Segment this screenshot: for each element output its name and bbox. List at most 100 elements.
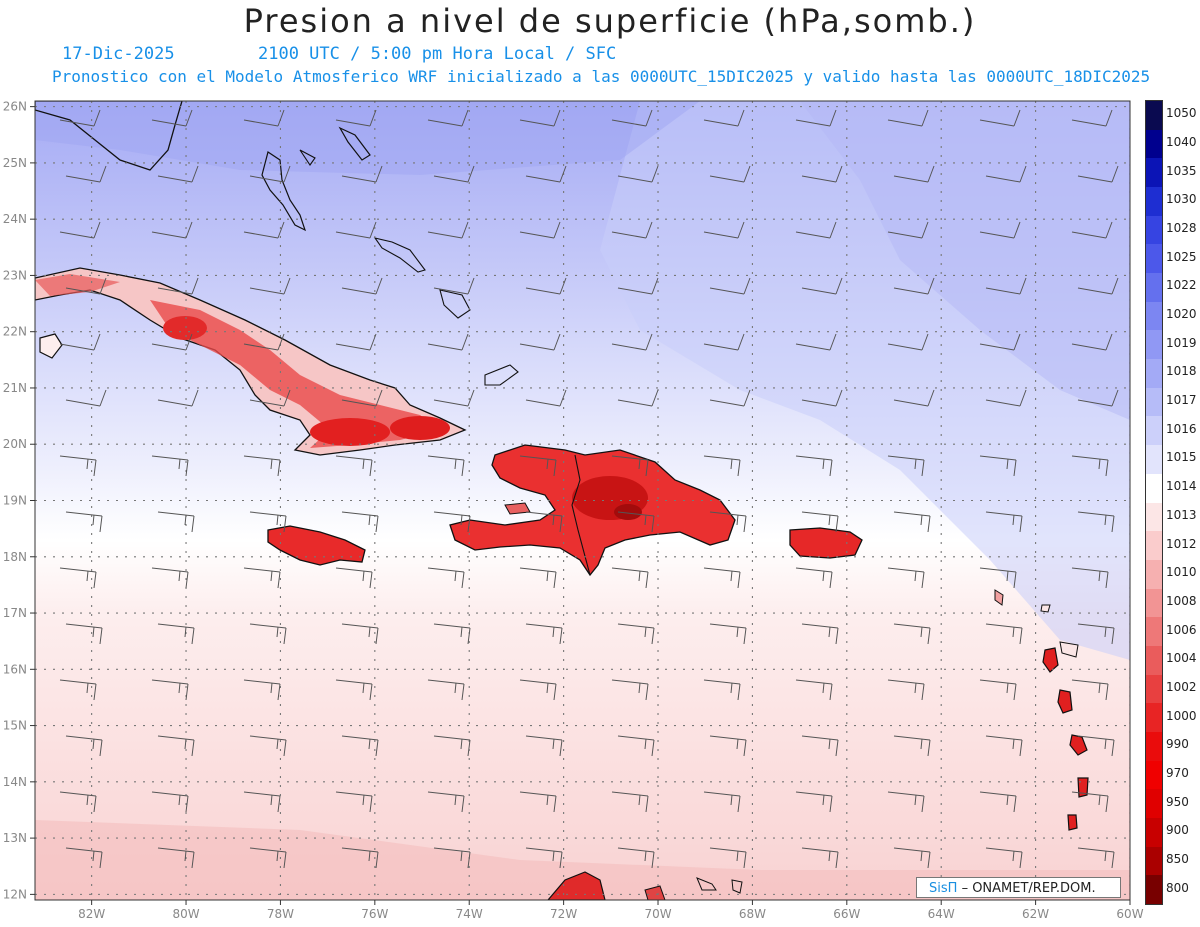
color-scale-cell [1146,129,1162,159]
wind-barb [985,735,1023,757]
color-scale-label: 1008 [1166,593,1197,608]
wind-barb [427,333,469,351]
wind-barb [1077,735,1115,757]
color-scale-label: 1016 [1166,421,1197,436]
wind-barb [979,455,1017,477]
color-scale-label: 1015 [1166,450,1197,465]
turks-caicos [484,364,519,386]
wind-barb [801,847,839,869]
la-orchila [731,879,743,894]
wind-barb [703,567,741,589]
credit-box: SisΠ – ONAMET/REP.DOM. [916,877,1121,898]
wind-barb [617,511,655,533]
bahamas-high [35,101,700,175]
lat-tick-label: 18N [3,550,27,564]
wind-barb [1071,109,1113,127]
isla-juventud [39,333,63,359]
wind-barb [335,455,373,477]
wind-barb [893,511,931,533]
lon-tick-label: 78W [267,907,294,921]
wind-barb [525,277,567,295]
map-axes: 82W 80W 78W 76W 74W 72W 70W 68W 66W 64W 62W 60W 12N 1… [3,100,1144,921]
wind-barb [801,511,839,533]
color-scale-label: 950 [1166,794,1189,809]
wind-barb [888,904,924,924]
color-scale-cell [1146,473,1162,503]
wind-barb [1077,847,1115,869]
wind-barb [979,109,1021,127]
wind-barb [703,109,745,127]
wind-barb [249,511,287,533]
wind-barb [525,735,563,757]
st-lucia [1077,777,1089,798]
color-scale-cell [1146,502,1162,532]
cuba-low [150,300,440,448]
wind-barb [887,567,925,589]
lat-tick-label: 14N [3,775,27,789]
color-scale-cell [1146,101,1162,131]
florida [35,101,183,171]
wind-barb [795,679,833,701]
wind-barb [801,277,843,295]
wind-barb [519,679,557,701]
lon-tick-label: 70W [644,907,671,921]
lat-tick-label: 20N [3,437,27,451]
color-scale-label: 1040 [1166,135,1197,150]
wind-barb [709,277,751,295]
wind-barb [1071,791,1109,813]
wind-barb [151,109,193,127]
wind-barb [519,567,557,589]
high-pressure-core [800,101,1130,420]
wind-barb [612,904,648,924]
wind-barb [611,221,653,239]
wind-barb [157,735,195,757]
wind-barb [59,109,101,127]
wind-barb [151,567,189,589]
jamaica [267,525,366,566]
forecast-date: 17-Dic-2025 [62,44,175,64]
wind-barb [65,511,103,533]
wind-barb [519,109,561,127]
grande-terre [1059,641,1079,658]
wind-barb [519,455,557,477]
lon-tick-label: 76W [361,907,388,921]
wind-barb [341,511,379,533]
lon-tick-label: 60W [1116,907,1143,921]
wind-barb [801,165,843,183]
inagua [439,289,471,319]
wind-barb [795,109,837,127]
valid-time: 2100 UTC / 5:00 pm Hora Local / SFC [258,44,617,64]
wind-barb [243,455,281,477]
wind-barb [985,847,1023,869]
wind-barb [893,389,935,407]
lon-tick-label: 62W [1022,907,1049,921]
lon-tick-label: 74W [456,907,483,921]
color-scale-cell [1146,846,1162,876]
color-scale-cell [1146,588,1162,618]
wind-barb [433,623,471,645]
wind-barb [1077,511,1115,533]
wind-barb [341,623,379,645]
wind-barb [59,679,97,701]
wind-barb [151,791,189,813]
color-scale-cell [1146,617,1162,647]
wind-barb [709,389,751,407]
color-scale-cell [1146,416,1162,446]
wind-barb [709,847,747,869]
color-scale-label: 970 [1166,765,1189,780]
wind-barb [617,277,659,295]
wind-barb [433,735,471,757]
wind-barb [243,791,281,813]
wind-barb [1077,623,1115,645]
wind-barb [341,847,379,869]
color-scale-label: 900 [1166,823,1189,838]
wind-barb [249,165,291,183]
wind-barb [1077,277,1119,295]
wind-barb [611,791,649,813]
color-scale [1145,100,1163,905]
wind-barb [519,333,561,351]
wind-barb [335,109,377,127]
color-scale-label: 1020 [1166,307,1197,322]
wind-barb [985,165,1027,183]
wind-barb [341,389,383,407]
